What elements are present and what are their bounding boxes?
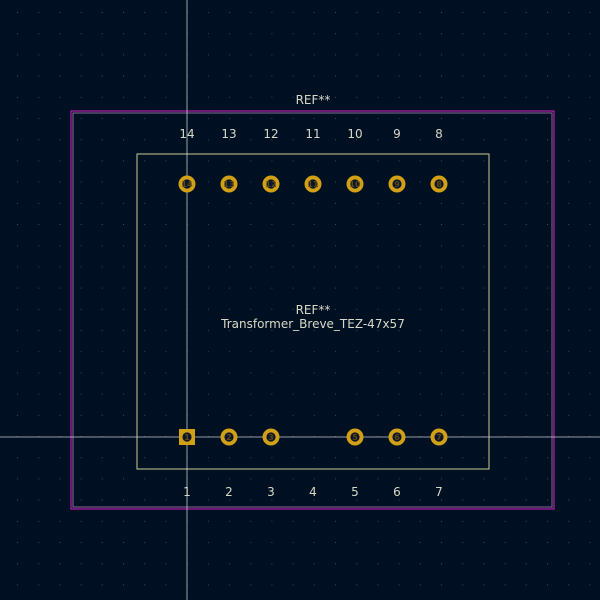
pin-label-13: 13: [221, 127, 236, 141]
pad-drill-hole: [224, 179, 234, 189]
pad-12[interactable]: 12: [262, 175, 280, 193]
pad-10[interactable]: 10: [346, 175, 364, 193]
pad-7[interactable]: 7: [430, 428, 448, 446]
pad-drill-hole: [392, 432, 402, 442]
pin-label-4: 4: [309, 485, 317, 499]
pad-drill-hole: [434, 432, 444, 442]
pad-number: 13: [223, 180, 234, 189]
pin-label-8: 8: [435, 127, 443, 141]
pad-9[interactable]: 9: [388, 175, 406, 193]
pad-drill-hole: [392, 179, 402, 189]
pad-11[interactable]: 11: [304, 175, 322, 193]
pad-drill-hole: [266, 179, 276, 189]
courtyard-inner-line: [72, 112, 553, 508]
pad-14[interactable]: 14: [178, 175, 196, 193]
pin-label-9: 9: [393, 127, 401, 141]
pin-label-2: 2: [225, 485, 233, 499]
pad-drill-hole: [182, 179, 192, 189]
pad-1[interactable]: 1: [179, 429, 195, 445]
grid-dots: [17, 12, 591, 586]
pad-number: 14: [181, 180, 193, 189]
pad-drill-hole: [224, 432, 234, 442]
pad-drill-hole: [350, 179, 360, 189]
pin-label-11: 11: [305, 127, 320, 141]
courtyard-outline: [70, 110, 555, 510]
pad-drill-hole: [182, 432, 192, 442]
pad-number: 3: [268, 433, 274, 442]
pad-6[interactable]: 6: [388, 428, 406, 446]
pad-number: 9: [394, 180, 400, 189]
pad-number: 1: [184, 433, 190, 442]
pad-number: 11: [307, 180, 319, 189]
pad-2[interactable]: 2: [220, 428, 238, 446]
pad-drill-hole: [350, 432, 360, 442]
pad-number: 5: [352, 433, 358, 442]
pin-label-1: 1: [183, 485, 191, 499]
pin-label-12: 12: [263, 127, 278, 141]
reference-center-label[interactable]: REF**: [296, 303, 331, 317]
top-pad-row: 14 14 13 13 12 12 11 11 10 10 9 9 8 8: [178, 127, 448, 193]
pin-label-14: 14: [179, 127, 194, 141]
value-label[interactable]: Transformer_Breve_TEZ-47x57: [220, 317, 405, 331]
bottom-pad-row: 1 1 2 2 3 3 4 5 5 6 6 7 7: [179, 428, 448, 499]
pin-label-3: 3: [267, 485, 275, 499]
pad-drill-hole: [434, 179, 444, 189]
pin-label-7: 7: [435, 485, 443, 499]
fab-outline: [136, 153, 490, 470]
pad-number: 2: [226, 433, 232, 442]
pin-label-5: 5: [351, 485, 359, 499]
pin-label-10: 10: [347, 127, 362, 141]
pin-label-6: 6: [393, 485, 401, 499]
pad-drill-hole: [308, 179, 318, 189]
pad-number: 12: [265, 180, 276, 189]
pad-number: 7: [436, 433, 442, 442]
pad-3[interactable]: 3: [262, 428, 280, 446]
pad-number: 8: [436, 180, 442, 189]
pad-13[interactable]: 13: [220, 175, 238, 193]
pad-number: 6: [394, 433, 400, 442]
pad-8[interactable]: 8: [430, 175, 448, 193]
pad-number: 10: [349, 180, 361, 189]
reference-top-label[interactable]: REF**: [296, 93, 331, 107]
pad-drill-hole: [266, 432, 276, 442]
pad-5[interactable]: 5: [346, 428, 364, 446]
